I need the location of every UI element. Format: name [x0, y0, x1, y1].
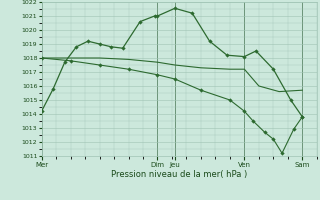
X-axis label: Pression niveau de la mer( hPa ): Pression niveau de la mer( hPa ) [111, 170, 247, 179]
